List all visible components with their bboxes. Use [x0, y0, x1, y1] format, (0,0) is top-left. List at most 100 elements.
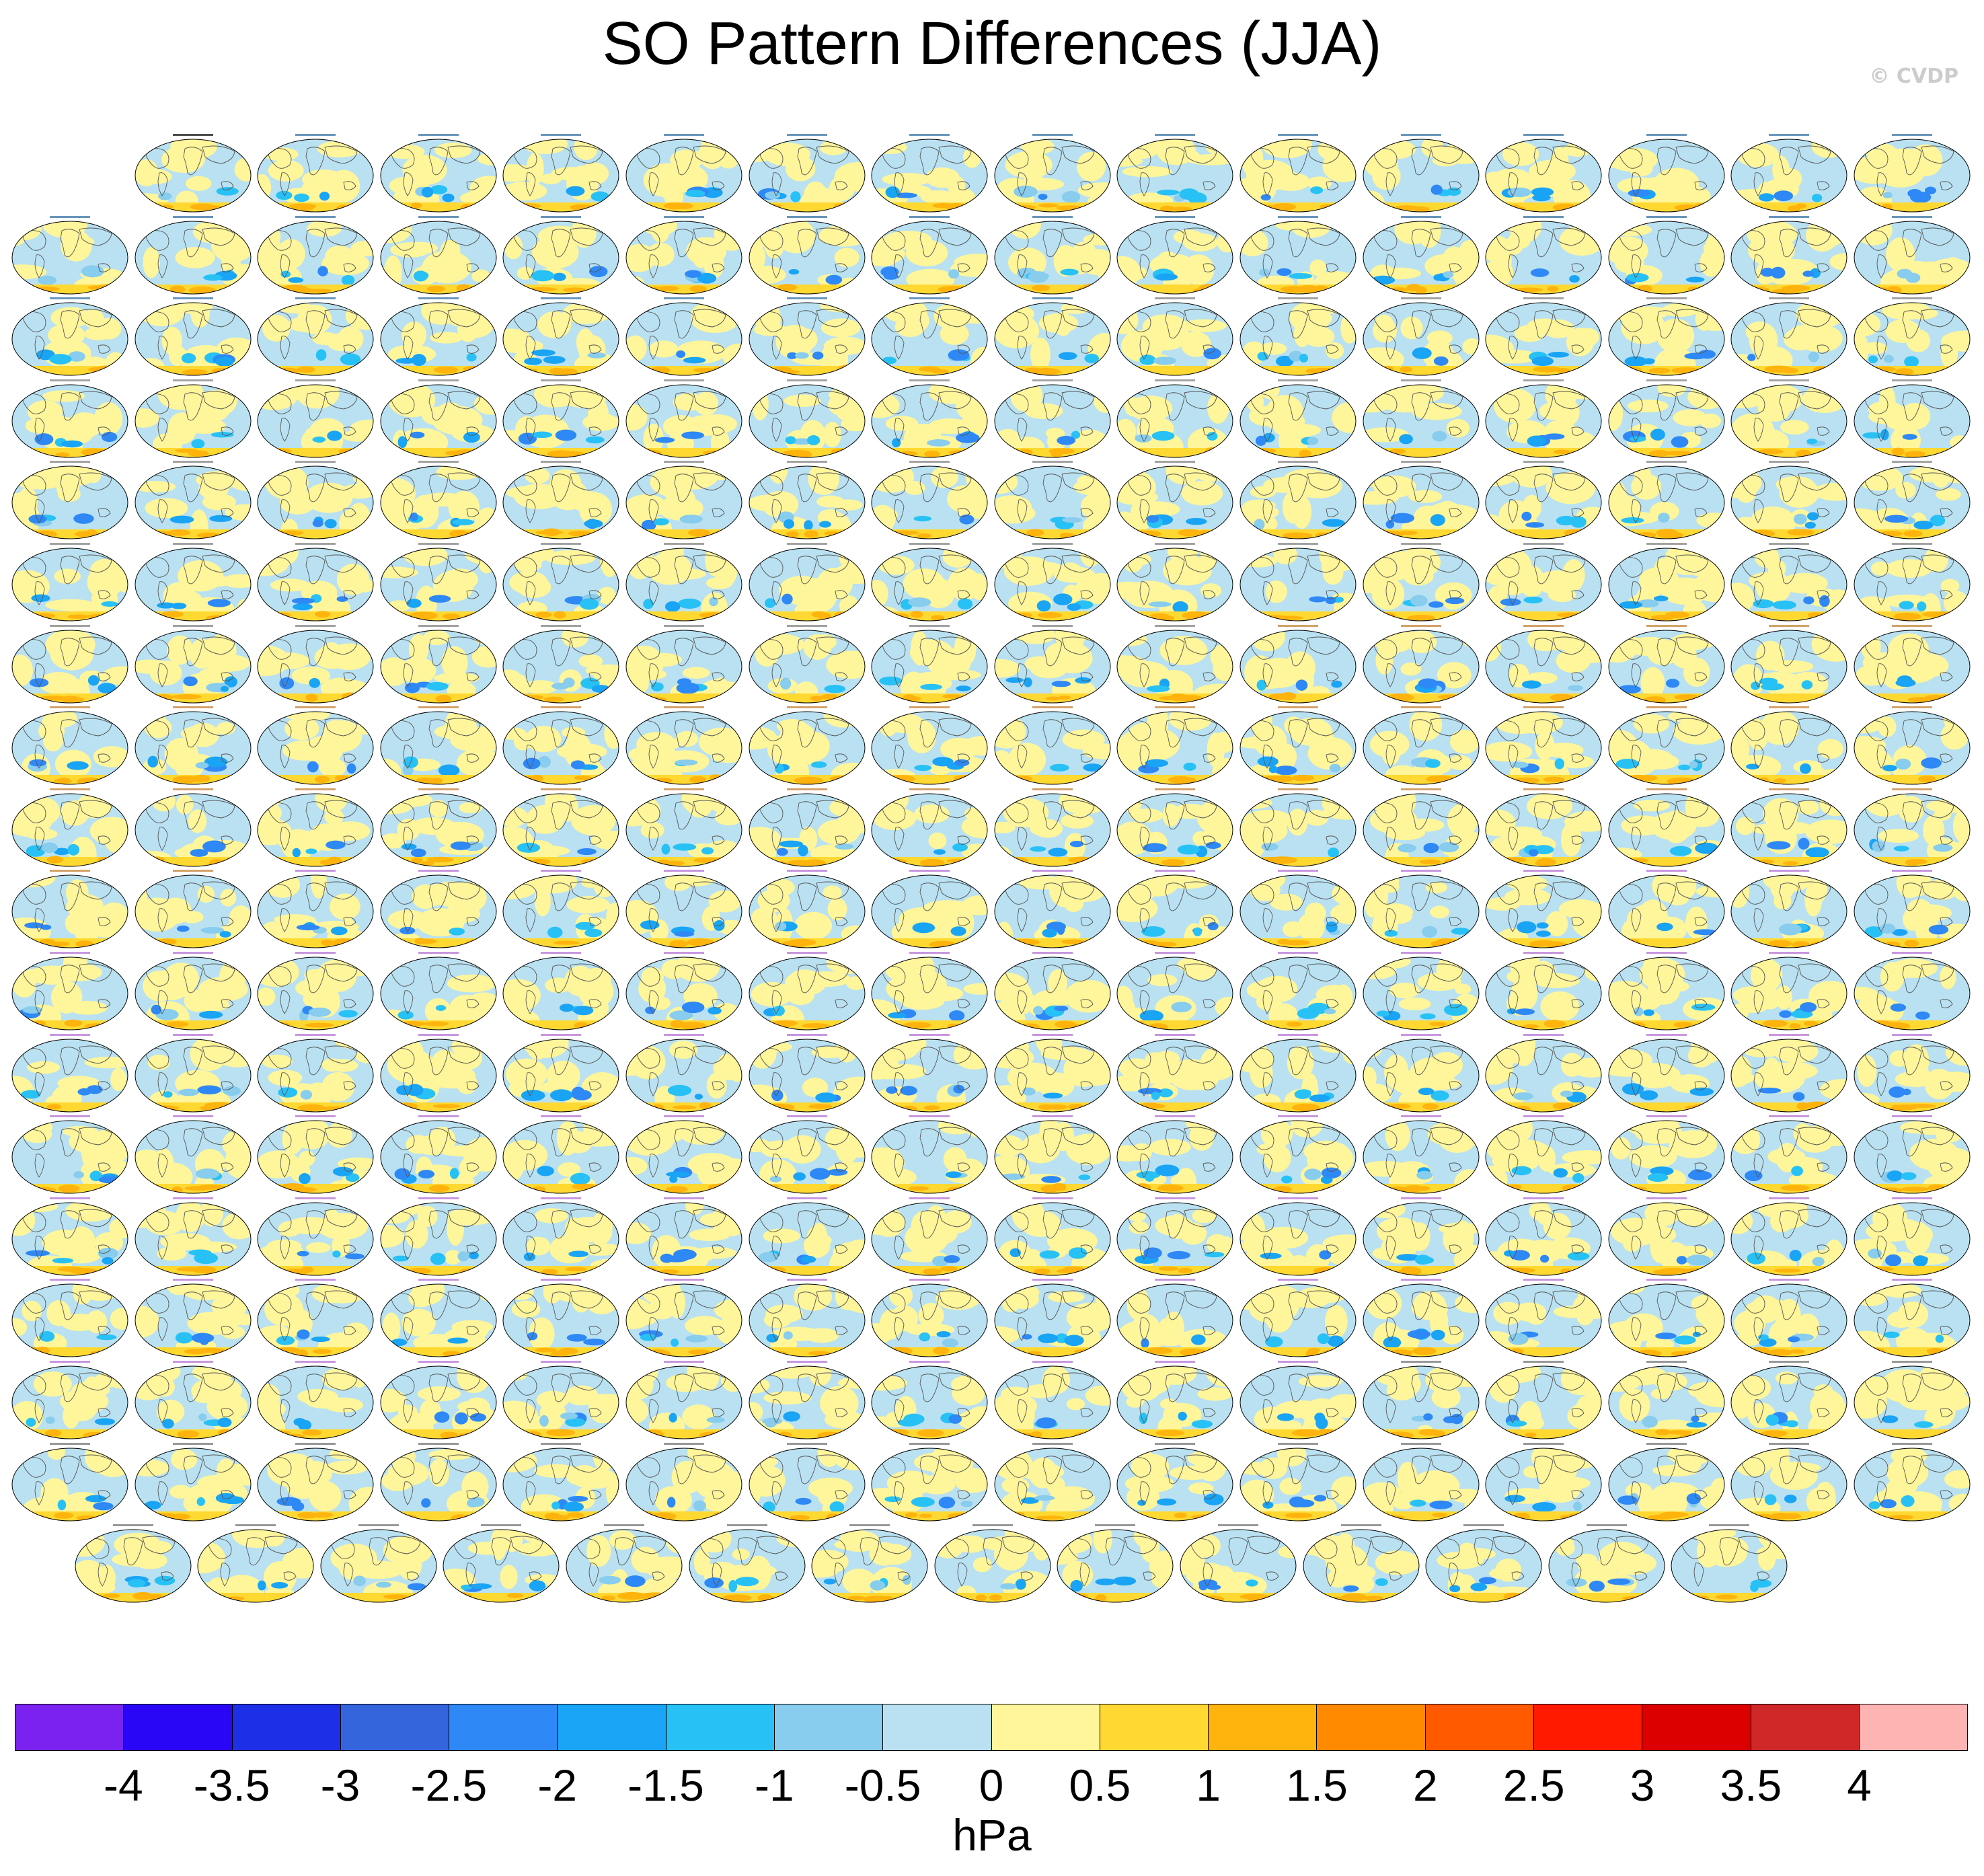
map-panel [255, 1031, 376, 1115]
map-panel [132, 867, 254, 950]
panel-caption-mark [295, 543, 336, 545]
panel-caption-mark [603, 1524, 644, 1527]
map-panel-graphic [749, 379, 866, 458]
panel-caption-mark [295, 870, 336, 872]
map-panel [992, 1440, 1113, 1524]
panel-caption-mark [418, 1442, 459, 1445]
map-panel-graphic [994, 297, 1111, 376]
map-panel-graphic [1485, 297, 1602, 376]
map-panel [9, 1276, 130, 1359]
map-panel-graphic [135, 543, 252, 622]
map-panel [992, 458, 1113, 541]
map-panel [1606, 704, 1727, 787]
panel-caption-mark [418, 461, 459, 463]
map-panel [1114, 949, 1235, 1033]
colorbar-swatch [1751, 1704, 1860, 1750]
panel-caption-mark [172, 1279, 213, 1281]
colorbar-tick-label: 2 [1412, 1760, 1438, 1810]
map-panel [1361, 704, 1482, 787]
map-panel [1606, 1358, 1727, 1441]
panel-caption-mark [541, 706, 582, 709]
panel-caption-mark [1400, 952, 1441, 954]
map-panel-graphic [380, 215, 497, 295]
map-panel [1237, 1195, 1359, 1278]
map-panel [255, 1440, 376, 1524]
map-panel [1237, 458, 1359, 541]
panel-caption-mark [358, 1524, 399, 1527]
map-panel-graphic [1608, 870, 1725, 948]
map-panel-graphic [1608, 1197, 1725, 1276]
panel-caption-mark [1769, 1361, 1810, 1363]
map-panel [1483, 867, 1604, 950]
map-panel-graphic [1854, 215, 1971, 295]
map-panel [255, 295, 376, 378]
map-panel-graphic [1730, 706, 1847, 785]
colorbar-tick-label: 4 [1847, 1760, 1872, 1810]
map-panel-graphic [257, 1197, 374, 1276]
map-panel [747, 458, 868, 541]
map-panel [992, 1195, 1113, 1278]
map-panel [747, 377, 868, 460]
panel-caption-mark [1032, 1279, 1073, 1281]
map-panel-graphic [625, 706, 742, 785]
panel-caption-mark [1523, 1279, 1564, 1281]
panel-caption-mark [1646, 1197, 1687, 1199]
map-panel [1237, 131, 1359, 215]
map-panel [1728, 1113, 1849, 1196]
map-panel [500, 1195, 621, 1278]
map-panel-graphic [625, 952, 742, 1030]
map-panel-graphic [1239, 1442, 1357, 1522]
map-panel [1728, 949, 1849, 1033]
panel-caption-mark [909, 461, 950, 463]
colorbar-tick-label: -1.5 [627, 1760, 704, 1810]
map-panel-graphic [1363, 870, 1480, 948]
panel-caption-mark [1892, 1197, 1932, 1199]
panel-caption-mark [909, 788, 950, 790]
map-panel [1483, 1440, 1604, 1524]
panel-caption-mark [295, 379, 336, 381]
panel-caption-mark [295, 134, 336, 136]
map-panel-graphic [1854, 1279, 1971, 1357]
map-panel [1606, 377, 1727, 460]
map-panel-graphic [1854, 1033, 1971, 1113]
panel-caption-mark [1032, 461, 1073, 463]
map-panel-graphic [135, 1361, 252, 1439]
map-panel [932, 1522, 1053, 1605]
panel-caption-mark [1032, 543, 1073, 545]
map-panel [1852, 377, 1973, 460]
map-panel [9, 377, 130, 460]
map-panel [9, 1195, 130, 1278]
panel-caption-mark [1400, 1033, 1441, 1036]
panel-caption-mark [1032, 952, 1073, 954]
panel-caption-mark [50, 952, 90, 954]
panel-caption-mark [50, 461, 90, 463]
panel-caption-mark [418, 1115, 459, 1118]
panel-caption-mark [1278, 1033, 1318, 1036]
map-panel-graphic [502, 624, 619, 704]
panel-caption-mark [541, 461, 582, 463]
map-panel-graphic [625, 1033, 742, 1113]
panel-caption-mark [1769, 1442, 1810, 1445]
panel-caption-mark [1400, 706, 1441, 709]
panel-caption-mark [1892, 1115, 1932, 1118]
map-panel-graphic [1854, 297, 1971, 376]
map-panel-graphic [380, 706, 497, 785]
map-panel [1483, 295, 1604, 378]
panel-caption-mark [1400, 461, 1441, 463]
map-panel [73, 1522, 194, 1605]
panel-caption-mark [786, 706, 827, 709]
map-panel-graphic [1854, 134, 1971, 213]
map-panel [1114, 704, 1235, 787]
panel-caption-mark [1032, 1197, 1073, 1199]
colorbar [15, 1704, 1968, 1751]
panel-caption-mark [909, 134, 950, 136]
map-panel-graphic [1239, 1115, 1357, 1194]
map-panel-graphic [135, 1279, 252, 1357]
map-panel [1852, 1113, 1973, 1196]
map-panel [500, 1031, 621, 1115]
map-panel-graphic [1363, 1442, 1480, 1522]
map-panel [869, 867, 990, 950]
map-panel [9, 1358, 130, 1441]
panel-caption-mark [786, 543, 827, 545]
map-panel-graphic [871, 624, 988, 704]
